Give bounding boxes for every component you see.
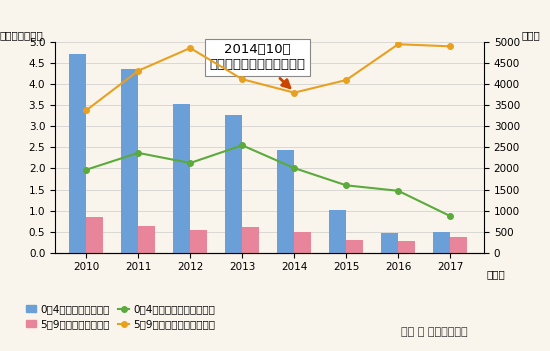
Bar [329, 210, 346, 253]
Bar [450, 237, 468, 253]
Text: （人／千人年）: （人／千人年） [0, 30, 43, 40]
Bar [69, 54, 86, 253]
Bar [381, 232, 398, 253]
Legend: 0－4歳（水痘発症数）, 5－9歳（水痘発症数）, 0－4歳（帯状疱疲発症率）, 5－9歳（帯状疱疲発症率）: 0－4歳（水痘発症数）, 5－9歳（水痘発症数）, 0－4歳（帯状疱疲発症率）,… [26, 304, 215, 330]
Bar [277, 150, 294, 253]
Bar [242, 227, 260, 253]
Bar [121, 69, 138, 253]
Bar [190, 230, 207, 253]
Bar [86, 217, 103, 253]
Bar [398, 241, 415, 253]
Bar [433, 232, 450, 253]
Bar [138, 226, 155, 253]
Bar [173, 105, 190, 253]
Text: 外山 望 先生　ご提供: 外山 望 先生 ご提供 [401, 327, 468, 337]
Bar [346, 240, 364, 253]
Bar [294, 232, 311, 253]
Text: 2014年10月
水痘ワクチン定期接種開始: 2014年10月 水痘ワクチン定期接種開始 [210, 44, 306, 88]
Bar [225, 115, 242, 253]
Text: （年）: （年） [487, 270, 505, 279]
Text: （人）: （人） [521, 30, 540, 40]
